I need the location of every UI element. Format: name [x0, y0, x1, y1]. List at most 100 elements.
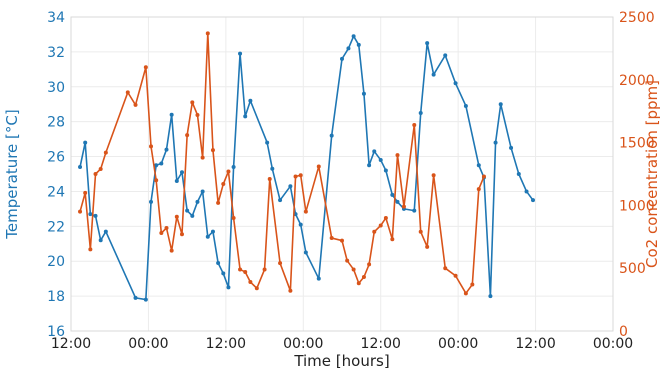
data-point-right-18 — [195, 112, 200, 117]
data-point-left-35 — [316, 276, 321, 281]
x-tick-label-6: 12:00 — [515, 336, 555, 352]
data-point-left-63 — [524, 189, 529, 194]
data-point-right-40 — [345, 258, 350, 263]
data-point-right-47 — [383, 215, 388, 220]
data-point-right-60 — [481, 174, 486, 179]
data-point-right-32 — [278, 261, 283, 266]
left-tick-label-9: 34 — [47, 10, 65, 26]
data-point-left-15 — [185, 208, 190, 213]
data-point-left-5 — [103, 229, 108, 234]
x-tick-label-4: 12:00 — [361, 336, 401, 352]
data-point-left-59 — [493, 140, 498, 145]
data-point-right-42 — [356, 281, 361, 286]
right-tick-label-4: 2000 — [619, 73, 655, 89]
data-point-left-7 — [143, 297, 148, 302]
data-point-left-17 — [195, 199, 200, 204]
data-point-left-18 — [200, 189, 205, 194]
data-point-left-4 — [98, 238, 103, 243]
data-point-right-36 — [303, 209, 308, 214]
data-point-left-6 — [133, 295, 138, 300]
data-point-left-3 — [93, 213, 98, 218]
data-point-right-29 — [254, 286, 259, 291]
data-point-left-11 — [164, 147, 169, 152]
data-point-left-23 — [226, 285, 231, 290]
left-tick-label-0: 16 — [47, 324, 65, 340]
data-point-left-20 — [210, 229, 215, 234]
series-line-right — [79, 32, 485, 295]
data-point-left-14 — [179, 170, 184, 175]
data-point-right-41 — [351, 267, 356, 272]
data-point-right-52 — [418, 229, 423, 234]
data-point-left-44 — [378, 158, 383, 163]
data-point-left-34 — [303, 250, 308, 255]
plot-frame — [70, 16, 614, 332]
x-axis-title: Time [hours] — [293, 352, 389, 370]
data-point-right-24 — [226, 169, 231, 174]
data-point-right-21 — [210, 148, 215, 153]
data-point-left-19 — [205, 234, 210, 239]
data-point-right-1 — [83, 190, 88, 195]
data-point-right-4 — [98, 166, 103, 171]
data-point-right-17 — [190, 100, 195, 105]
data-point-left-42 — [367, 163, 372, 168]
right-tick-label-3: 1500 — [619, 136, 655, 152]
data-point-left-0 — [78, 165, 83, 170]
data-point-right-13 — [169, 248, 174, 253]
data-point-right-14 — [174, 214, 179, 219]
data-point-right-44 — [367, 262, 372, 267]
data-point-right-25 — [231, 215, 236, 220]
data-point-left-60 — [498, 102, 503, 107]
data-point-left-51 — [425, 41, 430, 46]
data-point-right-39 — [340, 238, 344, 243]
data-point-left-53 — [443, 53, 448, 58]
data-point-right-54 — [431, 173, 436, 178]
data-point-left-64 — [530, 198, 535, 203]
data-point-right-38 — [329, 236, 334, 241]
data-point-left-58 — [488, 294, 493, 299]
data-point-left-30 — [278, 198, 283, 203]
data-point-right-16 — [185, 133, 190, 138]
data-point-left-47 — [395, 199, 400, 204]
data-point-left-24 — [231, 165, 236, 170]
data-point-left-31 — [288, 184, 293, 189]
left-tick-label-7: 30 — [47, 80, 65, 96]
data-point-left-54 — [453, 81, 458, 86]
x-tick-label-5: 00:00 — [438, 336, 478, 352]
x-tick-label-3: 00:00 — [283, 336, 323, 352]
data-point-right-22 — [216, 200, 221, 205]
data-point-left-46 — [390, 192, 395, 197]
data-point-right-23 — [221, 182, 226, 187]
data-point-left-38 — [346, 46, 351, 51]
left-tick-label-6: 28 — [47, 115, 65, 131]
data-point-right-57 — [463, 291, 468, 296]
data-point-right-12 — [164, 226, 169, 231]
data-point-right-49 — [395, 153, 400, 158]
data-point-right-45 — [372, 229, 377, 234]
data-point-left-43 — [372, 149, 377, 154]
data-point-left-52 — [431, 72, 436, 77]
data-point-right-53 — [425, 244, 430, 249]
data-point-left-50 — [418, 110, 423, 115]
data-point-right-30 — [262, 267, 267, 272]
data-point-left-13 — [174, 178, 179, 183]
x-tick-label-0: 12:00 — [51, 336, 91, 352]
data-point-right-0 — [78, 209, 83, 214]
data-point-right-9 — [149, 144, 154, 149]
data-point-left-25 — [238, 51, 243, 56]
data-point-right-8 — [143, 65, 148, 70]
data-point-right-28 — [248, 280, 253, 285]
data-point-left-10 — [159, 161, 164, 166]
data-point-right-2 — [88, 247, 93, 252]
data-point-right-55 — [443, 266, 448, 271]
data-point-right-34 — [293, 174, 298, 179]
data-point-left-16 — [190, 213, 195, 218]
data-point-left-12 — [169, 112, 174, 117]
data-point-right-5 — [103, 150, 108, 155]
left-axis-title: Temperature [°C] — [3, 109, 21, 239]
data-point-left-26 — [243, 114, 248, 119]
data-point-left-2 — [88, 212, 93, 217]
left-tick-label-8: 32 — [47, 45, 65, 61]
data-point-right-46 — [378, 223, 383, 228]
data-point-right-11 — [159, 231, 164, 236]
